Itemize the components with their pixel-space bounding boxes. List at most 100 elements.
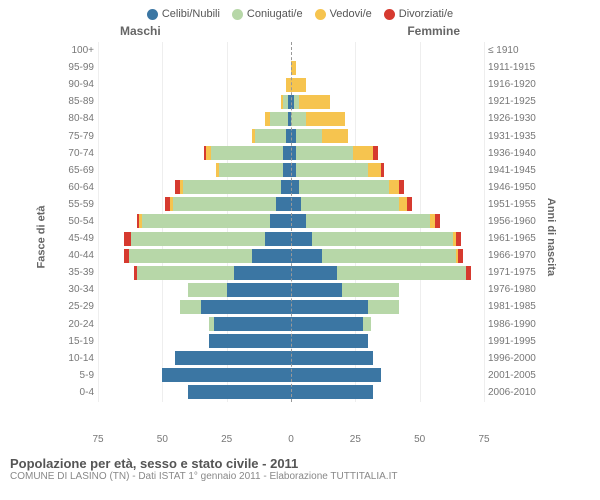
age-row: 25-291981-1985 — [60, 298, 540, 315]
chart-subtitle: COMUNE DI LASINO (TN) - Dati ISTAT 1° ge… — [10, 471, 590, 482]
age-row: 70-741936-1940 — [60, 145, 540, 162]
bar-segment — [322, 249, 456, 263]
bar-male — [98, 146, 291, 160]
bar-segment — [368, 300, 399, 314]
bar-female — [291, 249, 484, 263]
birth-label: 1961-1965 — [484, 233, 540, 244]
birth-label: 1986-1990 — [484, 319, 540, 330]
x-tick: 50 — [414, 434, 425, 445]
bar-segment — [456, 232, 461, 246]
bar-segment — [188, 283, 227, 297]
bar-segment — [407, 197, 412, 211]
bar-segment — [381, 163, 384, 177]
bar-segment — [291, 283, 342, 297]
bar-segment — [129, 249, 253, 263]
age-label: 90-94 — [60, 79, 98, 90]
age-row: 50-541956-1960 — [60, 213, 540, 230]
age-label: 80-84 — [60, 113, 98, 124]
bar-segment — [353, 146, 374, 160]
bar-female — [291, 78, 484, 92]
bar-segment — [342, 283, 399, 297]
bar-female — [291, 317, 484, 331]
bar-male — [98, 112, 291, 126]
age-row: 5-92001-2005 — [60, 367, 540, 384]
legend-item: Divorziati/e — [384, 8, 453, 20]
bar-female — [291, 112, 484, 126]
bar-segment — [312, 232, 454, 246]
birth-label: 1956-1960 — [484, 216, 540, 227]
bar-segment — [296, 163, 368, 177]
footer: Popolazione per età, sesso e stato civil… — [0, 450, 600, 482]
bar-segment — [466, 266, 471, 280]
bar-female — [291, 61, 484, 75]
birth-label: 1916-1920 — [484, 79, 540, 90]
legend-item: Vedovi/e — [315, 8, 372, 20]
age-label: 40-44 — [60, 250, 98, 261]
age-label: 25-29 — [60, 301, 98, 312]
age-row: 0-42006-2010 — [60, 384, 540, 401]
bar-segment — [283, 163, 291, 177]
bar-segment — [227, 283, 291, 297]
bar-male — [98, 351, 291, 365]
x-axis: 7550250255075 — [60, 434, 540, 450]
bar-segment — [183, 180, 281, 194]
center-line — [291, 42, 292, 402]
bar-segment — [137, 266, 235, 280]
age-label: 70-74 — [60, 148, 98, 159]
age-label: 35-39 — [60, 267, 98, 278]
bar-male — [98, 44, 291, 58]
bar-segment — [270, 214, 291, 228]
x-tick: 75 — [92, 434, 103, 445]
bar-segment — [276, 197, 291, 211]
pyramid-rows: 100+≤ 191095-991911-191590-941916-192085… — [60, 42, 540, 402]
bar-male — [98, 214, 291, 228]
gender-labels: Maschi Femmine — [0, 24, 600, 42]
bar-segment — [173, 197, 276, 211]
bar-segment — [363, 317, 371, 331]
bar-segment — [252, 249, 291, 263]
legend-label: Celibi/Nubili — [162, 8, 220, 20]
bar-female — [291, 368, 484, 382]
bar-female — [291, 385, 484, 399]
birth-label: 1951-1955 — [484, 199, 540, 210]
bar-segment — [175, 351, 291, 365]
bar-segment — [283, 146, 291, 160]
bar-segment — [291, 78, 306, 92]
age-label: 10-14 — [60, 353, 98, 364]
age-label: 95-99 — [60, 62, 98, 73]
bar-male — [98, 163, 291, 177]
bar-segment — [373, 146, 378, 160]
birth-label: 1921-1925 — [484, 96, 540, 107]
bar-segment — [435, 214, 440, 228]
bar-female — [291, 95, 484, 109]
bar-segment — [368, 163, 381, 177]
age-label: 55-59 — [60, 199, 98, 210]
bar-segment — [399, 197, 407, 211]
bar-male — [98, 232, 291, 246]
bar-female — [291, 44, 484, 58]
x-tick: 25 — [221, 434, 232, 445]
age-row: 80-841926-1930 — [60, 110, 540, 127]
age-row: 15-191991-1995 — [60, 333, 540, 350]
bar-segment — [291, 112, 306, 126]
bar-segment — [201, 300, 291, 314]
bar-segment — [131, 232, 265, 246]
bar-segment — [299, 95, 330, 109]
age-label: 0-4 — [60, 387, 98, 398]
age-label: 45-49 — [60, 233, 98, 244]
legend-dot — [232, 9, 243, 20]
legend-label: Coniugati/e — [247, 8, 303, 20]
bar-segment — [296, 146, 353, 160]
age-label: 60-64 — [60, 182, 98, 193]
age-label: 5-9 — [60, 370, 98, 381]
bar-male — [98, 129, 291, 143]
bar-segment — [291, 300, 368, 314]
legend-label: Vedovi/e — [330, 8, 372, 20]
bar-segment — [458, 249, 463, 263]
legend-dot — [147, 9, 158, 20]
legend-item: Celibi/Nubili — [147, 8, 220, 20]
bar-segment — [209, 334, 291, 348]
birth-label: 1971-1975 — [484, 267, 540, 278]
bar-segment — [211, 146, 283, 160]
birth-label: 1976-1980 — [484, 284, 540, 295]
